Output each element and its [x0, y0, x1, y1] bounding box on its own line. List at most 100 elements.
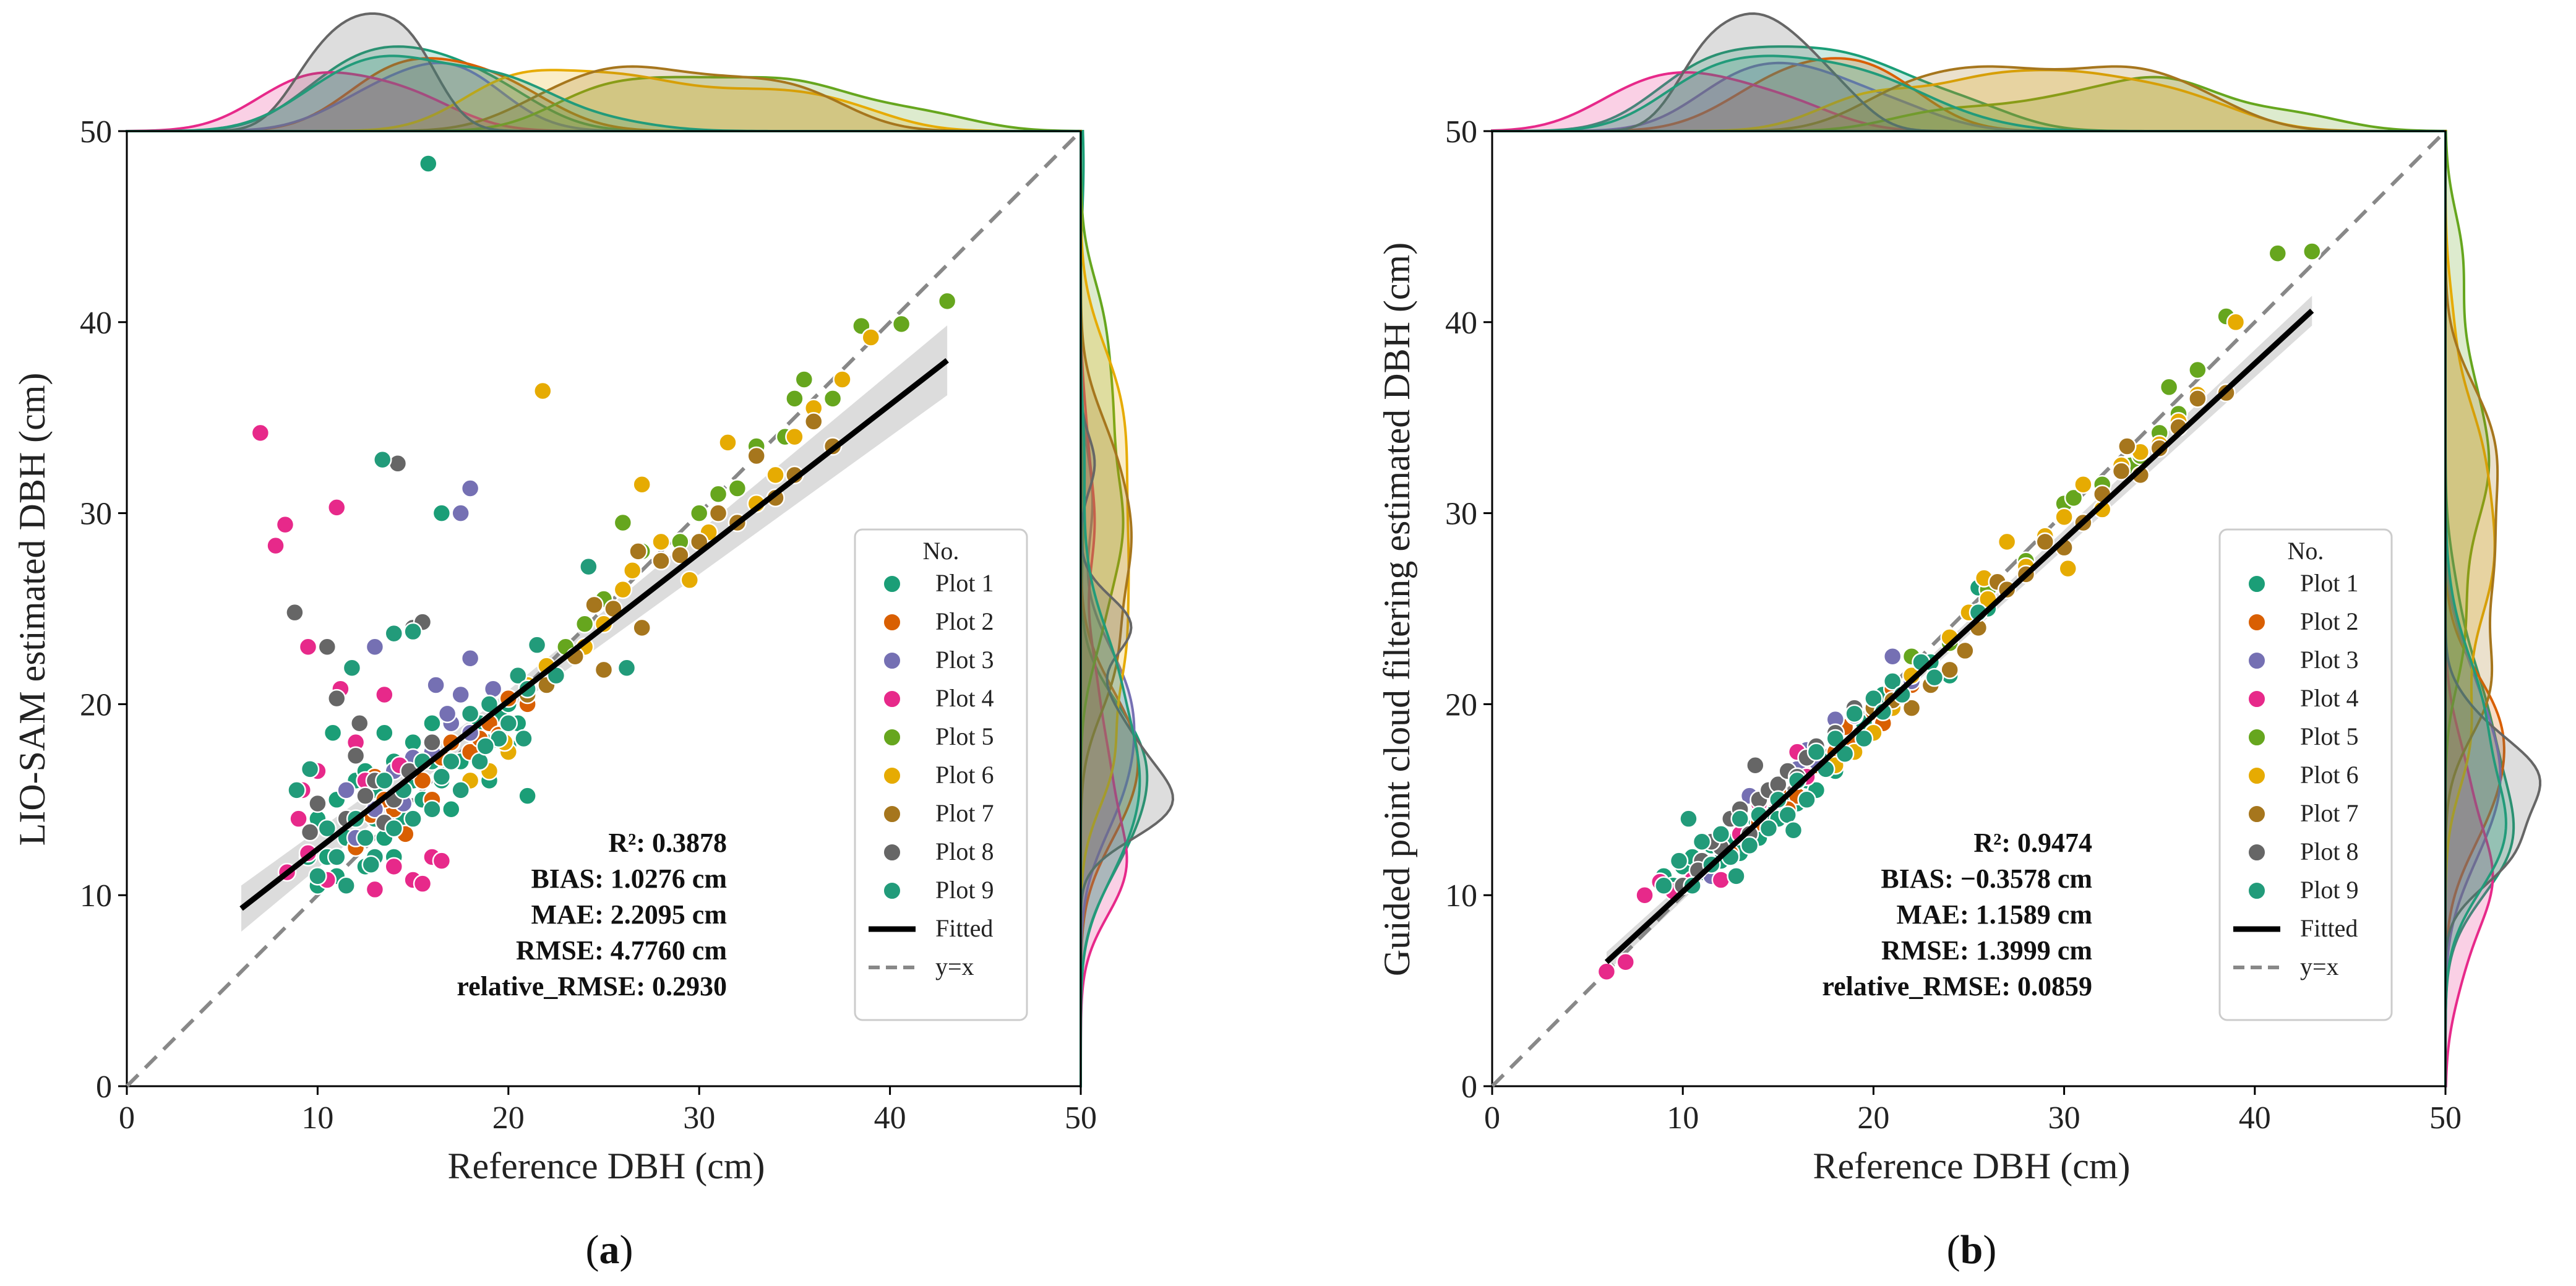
- data-point-plot-7: [629, 542, 648, 561]
- data-point-plot-9: [384, 818, 404, 838]
- data-point-plot-9: [1806, 742, 1826, 761]
- data-point-plot-9: [1669, 851, 1689, 870]
- data-point-plot-7: [747, 446, 766, 466]
- legend-item: y=x: [869, 953, 974, 980]
- data-point-plot-1: [423, 714, 442, 733]
- data-point-plot-9: [1883, 672, 1902, 691]
- caption-b: (b): [1947, 1227, 1997, 1272]
- marginal-y-density-a: [1080, 130, 1175, 1087]
- data-point-plot-9: [1784, 820, 1803, 840]
- legend-label: Plot 7: [2300, 799, 2358, 827]
- data-point-plot-9: [460, 704, 480, 724]
- data-point-plot-6: [833, 370, 852, 389]
- data-point-plot-9: [308, 867, 327, 886]
- data-point-plot-4: [384, 857, 404, 877]
- legend-swatch: [2248, 881, 2266, 900]
- legend-a: No. Plot 1 Plot 2 Plot 3 Plot 4 Plot 5 Plot 6…: [854, 528, 1028, 1021]
- data-point-plot-2: [413, 771, 432, 791]
- legend-item: Plot 7: [2248, 799, 2358, 827]
- y-tick-label: 10: [1445, 878, 1477, 914]
- data-point-plot-4: [1616, 953, 1635, 972]
- y-tick-label: 30: [1445, 497, 1477, 532]
- y-axis-label-a: LIO-SAM estimated DBH (cm): [12, 373, 53, 846]
- data-point-plot-6: [2074, 475, 2093, 494]
- data-point-plot-3: [337, 781, 356, 800]
- data-point-plot-5: [2159, 377, 2179, 397]
- data-point-plot-9: [384, 624, 404, 643]
- data-point-plot-6: [2058, 559, 2078, 578]
- data-point-plot-6: [1997, 532, 2017, 552]
- data-point-plot-9: [403, 622, 423, 641]
- data-point-plot-5: [728, 479, 747, 498]
- y-tick-label: 30: [80, 497, 112, 532]
- data-point-plot-5: [794, 370, 814, 389]
- caption-letter-b: b: [1960, 1227, 1983, 1272]
- data-point-plot-6: [623, 560, 642, 580]
- data-point-plot-5: [575, 614, 595, 633]
- legend-label: Plot 3: [2300, 646, 2358, 674]
- legend-swatch: [2248, 805, 2266, 823]
- caption-letter-a: a: [599, 1227, 620, 1272]
- legend-swatch: [883, 690, 901, 708]
- legend-label: y=x: [935, 953, 974, 980]
- legend-label: Fitted: [2300, 914, 2358, 942]
- identity-line: [125, 129, 1083, 1088]
- data-point-plot-6: [613, 580, 633, 599]
- axes-a: [126, 130, 1082, 1087]
- metric-bias-b: BIAS: −0.3578 cm: [1881, 864, 2092, 894]
- tick-labels-b: 0 10 20 30 40 50 0 10 20 30 40 50: [1445, 114, 2462, 1136]
- y-tick-label: 20: [1445, 687, 1477, 722]
- y-tick-label: 40: [80, 306, 112, 341]
- data-point-plot-9: [617, 658, 637, 677]
- data-point-plot-9: [287, 781, 306, 800]
- legend-label: Plot 5: [2300, 722, 2358, 750]
- fitted-line: [239, 358, 949, 911]
- data-point-plot-4: [251, 423, 270, 443]
- data-point-plot-3: [451, 504, 470, 523]
- data-point-plot-5: [2064, 488, 2084, 508]
- data-point-plot-9: [1727, 867, 1746, 886]
- x-axis-label-a: Reference DBH (cm): [447, 1146, 765, 1186]
- data-point-plot-9: [423, 799, 442, 819]
- legend-item: Plot 2: [883, 607, 994, 635]
- legend-swatch: [883, 766, 901, 785]
- data-point-plot-4: [1597, 962, 1616, 981]
- data-point-plot-7: [651, 551, 671, 571]
- data-point-plot-4: [413, 874, 432, 893]
- legend-swatch: [2248, 728, 2266, 747]
- legend-label: Plot 3: [935, 646, 994, 674]
- plot-frame-a: [126, 130, 1082, 1087]
- data-point-plot-8: [356, 786, 375, 805]
- legend-item: Plot 1: [883, 569, 994, 597]
- data-point-plot-4: [375, 685, 394, 705]
- legend-item: Plot 9: [2248, 876, 2358, 904]
- data-point-plot-5: [2268, 244, 2288, 263]
- y-tick-label: 50: [1445, 114, 1477, 150]
- x-tick-label: 10: [301, 1100, 333, 1136]
- data-point-plot-9: [1654, 876, 1673, 896]
- legend-label: y=x: [2300, 953, 2339, 980]
- data-point-plot-6: [785, 427, 804, 447]
- data-point-plot-9: [579, 557, 598, 577]
- fitted-line-a: [239, 358, 949, 911]
- data-point-plot-6: [651, 532, 671, 552]
- data-point-plot-3: [437, 704, 457, 724]
- data-point-plot-7: [2188, 389, 2207, 408]
- data-point-plot-9: [499, 714, 518, 733]
- legend-swatch: [2248, 575, 2266, 593]
- legend-label: Plot 4: [2300, 684, 2358, 712]
- identity-line: [1490, 129, 2447, 1088]
- data-point-plot-4: [289, 809, 308, 828]
- data-point-plot-9: [342, 658, 362, 677]
- data-point-plot-4: [327, 498, 346, 517]
- data-point-plot-4: [1635, 885, 1654, 905]
- data-point-plot-7: [2111, 461, 2131, 481]
- legend-label: Plot 5: [935, 722, 994, 750]
- legend-label: Plot 7: [935, 799, 994, 827]
- legend-swatch: [883, 613, 901, 632]
- x-tick-label: 20: [1857, 1100, 1889, 1136]
- legend-item: Plot 1: [2248, 569, 2358, 597]
- data-point-plot-5: [823, 389, 843, 408]
- data-point-plot-4: [298, 637, 318, 657]
